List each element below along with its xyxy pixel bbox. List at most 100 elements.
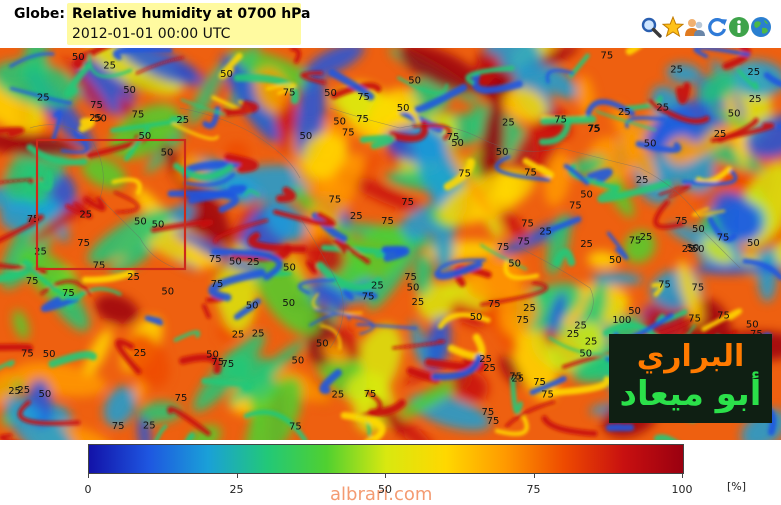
colorbar-tick [682,474,683,478]
contour-label: 75 [692,282,705,293]
contour-label: 75 [356,114,369,125]
contour-label: 75 [688,313,701,324]
highlight-region-box [35,138,187,271]
contour-label: 25 [479,354,492,365]
contour-label: 75 [93,260,106,271]
contour-label: 50 [579,348,592,359]
users-icon[interactable] [684,16,706,38]
contour-label: 50 [692,224,705,235]
info-icon[interactable] [728,16,750,38]
contour-label: 50 [229,257,242,268]
contour-label: 25 [567,329,580,340]
colorbar-tick [533,474,535,478]
contour-label: 50 [161,287,174,298]
colorbar-tick-label: 25 [229,483,244,496]
humidity-map[interactable]: 7550255050757550251005050252575257575505… [0,48,781,440]
contour-label: 50 [580,189,593,200]
contour-label: 75 [524,167,537,178]
contour-label: 50 [333,117,346,128]
contour-label: 50 [139,131,152,142]
contour-label: 75 [401,197,414,208]
colorbar-tick-label: 50 [378,483,392,496]
map-timestamp: 2012-01-01 00:00 UTC [72,26,231,42]
contour-label: 75 [541,390,554,401]
contour-label: 75 [517,237,530,248]
contour-label: 75 [516,315,529,326]
contour-label: 50 [206,349,219,360]
contour-label: 25 [332,390,345,401]
contour-label: 75 [329,195,342,206]
title-box: Relative humidity at 0700 hPa 2012-01-01… [67,3,311,45]
colorbar-gradient [88,444,684,474]
contour-label: 50 [246,301,259,312]
contour-label: 25 [580,239,593,250]
coastlines [29,107,741,349]
contour-label: 25 [134,348,147,359]
contour-label: 75 [482,407,495,418]
contour-label: 75 [289,421,302,432]
contour-label: 50 [470,312,483,323]
contour-label: 25 [749,94,762,105]
contour-label: 75 [211,357,224,368]
contour-label: 75 [132,110,145,121]
logo: البراري أبو ميعاد [609,334,772,423]
contour-label: 25 [252,329,265,340]
colorbar-tick-label: 0 [84,483,92,496]
magnifier-icon[interactable] [640,16,662,38]
contour-label: 25 [714,129,727,140]
contour-label: 50 [397,103,410,114]
colorbar-tick-label: 75 [526,483,541,496]
contour-label: 25 [682,244,695,255]
contour-label: 25 [34,246,47,257]
contour-label: 75 [588,124,601,135]
contour-label: 50 [39,389,52,400]
watermark: albrari.com [330,484,433,505]
contour-label: 50 [282,298,295,309]
contour-label: 50 [134,216,147,227]
contour-label: 75 [283,88,296,99]
contour-label: 75 [357,92,370,103]
contour-label: 25 [618,107,631,118]
contour-label: 50 [747,238,760,249]
map-area: 75 50 25 50 50 75 75 50 25 100 50 50 25 25 75 25 75 75 50 5… [0,48,781,440]
contour-label: 25 [670,65,683,76]
refresh-icon[interactable] [706,16,728,38]
colorbar-unit: [%] [727,480,747,493]
contour-label: 50 [324,88,337,99]
contour-label: 25 [176,115,189,126]
contour-label: 25 [103,60,116,71]
contour-label: 75 [497,242,510,253]
contour-label: 50 [300,131,313,142]
contour-label: 100 [612,315,631,326]
contour-label: 25 [79,210,92,221]
contour-label: 25 [8,386,21,397]
contour-label: 75 [675,216,688,227]
contour-label: 25 [412,297,425,308]
contour-label: 50 [746,320,759,331]
contour-label: 25 [247,257,260,268]
contour-label: 75 [554,114,567,125]
contour-label: 75 [487,416,500,427]
contour-label: 75 [175,393,188,404]
contour-label: 25 [127,272,140,283]
contour-label: 75 [717,310,730,321]
contour-label: 75 [112,421,125,432]
contour-label: 50 [408,75,421,86]
contour-label: 25 [656,102,669,113]
contour-label: 25 [17,385,30,396]
globe-icon[interactable] [750,16,772,38]
contour-label: 50 [283,262,296,273]
contour-label: 25 [37,92,50,103]
contour-label: 50 [123,85,136,96]
contour-label: 75 [27,214,40,225]
contour-label: 50 [508,259,521,270]
contour-label: 25 [502,117,515,128]
toolbar [640,15,778,38]
contour-label: 50 [496,147,509,158]
star-icon[interactable] [661,15,685,38]
logo-text-bottom: أبو ميعاد [619,374,762,414]
contour-label: 50 [43,349,56,360]
contour-label: 75 [90,100,103,111]
contour-label: 25 [523,303,536,314]
contour-label: 75 [569,201,582,212]
